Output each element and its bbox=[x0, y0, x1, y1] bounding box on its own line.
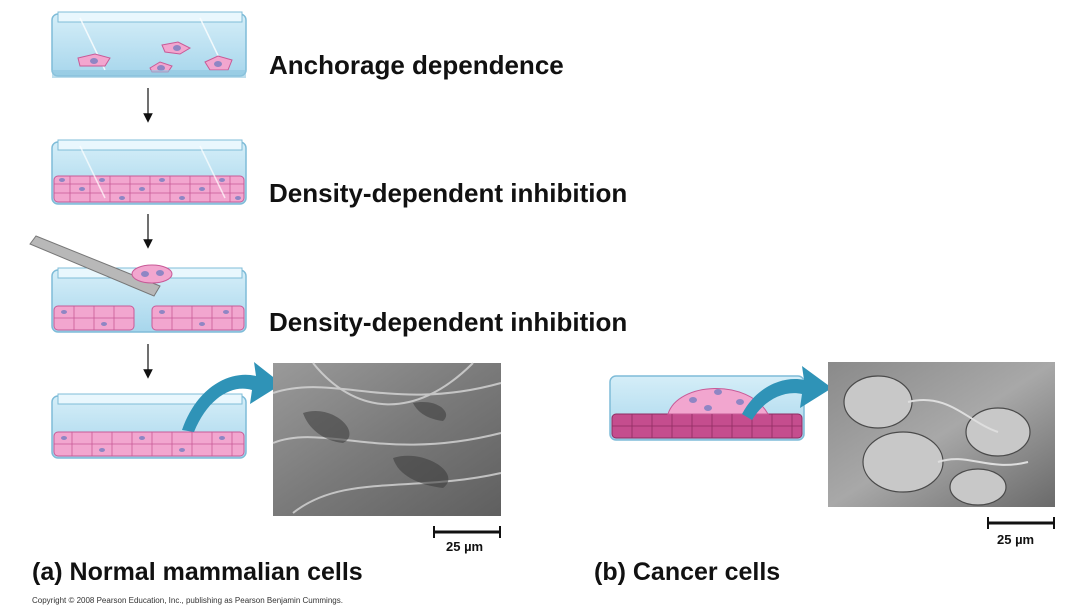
micrograph-cancer-cells bbox=[828, 362, 1055, 507]
magnify-arrow bbox=[182, 362, 282, 432]
flow-arrow bbox=[143, 88, 153, 123]
caption-b: (b) Cancer cells bbox=[594, 558, 780, 587]
scale-bar-label: 25 µm bbox=[997, 532, 1035, 547]
cell-pile bbox=[667, 388, 769, 415]
culture-dish-restored bbox=[51, 393, 247, 459]
magnify-arrow bbox=[742, 366, 832, 420]
step-label-density-1: Density-dependent inhibition bbox=[269, 178, 628, 208]
panel-letter: (b) bbox=[594, 558, 626, 586]
copyright-notice: Copyright © 2008 Pearson Education, Inc.… bbox=[32, 596, 343, 605]
panel-letter: (a) bbox=[32, 558, 63, 586]
step-label-density-2: Density-dependent inhibition bbox=[269, 307, 628, 337]
panel-title: Cancer cells bbox=[632, 558, 781, 586]
cell-monolayer bbox=[53, 175, 245, 203]
flow-arrow bbox=[143, 214, 153, 249]
flow-arrow bbox=[143, 344, 153, 379]
panel-title: Normal mammalian cells bbox=[69, 558, 363, 586]
scale-bar bbox=[987, 517, 1055, 529]
caption-a: (a) Normal mammalian cells bbox=[32, 558, 363, 587]
scale-bar bbox=[433, 526, 501, 538]
culture-dish-scraped bbox=[29, 235, 247, 333]
scale-bar-label: 25 µm bbox=[446, 539, 484, 554]
culture-dish-sparse bbox=[51, 11, 247, 78]
micrograph-normal-cells bbox=[272, 362, 502, 516]
culture-dish-cancer bbox=[609, 375, 805, 441]
culture-dish-confluent bbox=[51, 139, 247, 205]
step-label-anchorage: Anchorage dependence bbox=[269, 50, 564, 80]
scraper-icon bbox=[29, 235, 161, 297]
